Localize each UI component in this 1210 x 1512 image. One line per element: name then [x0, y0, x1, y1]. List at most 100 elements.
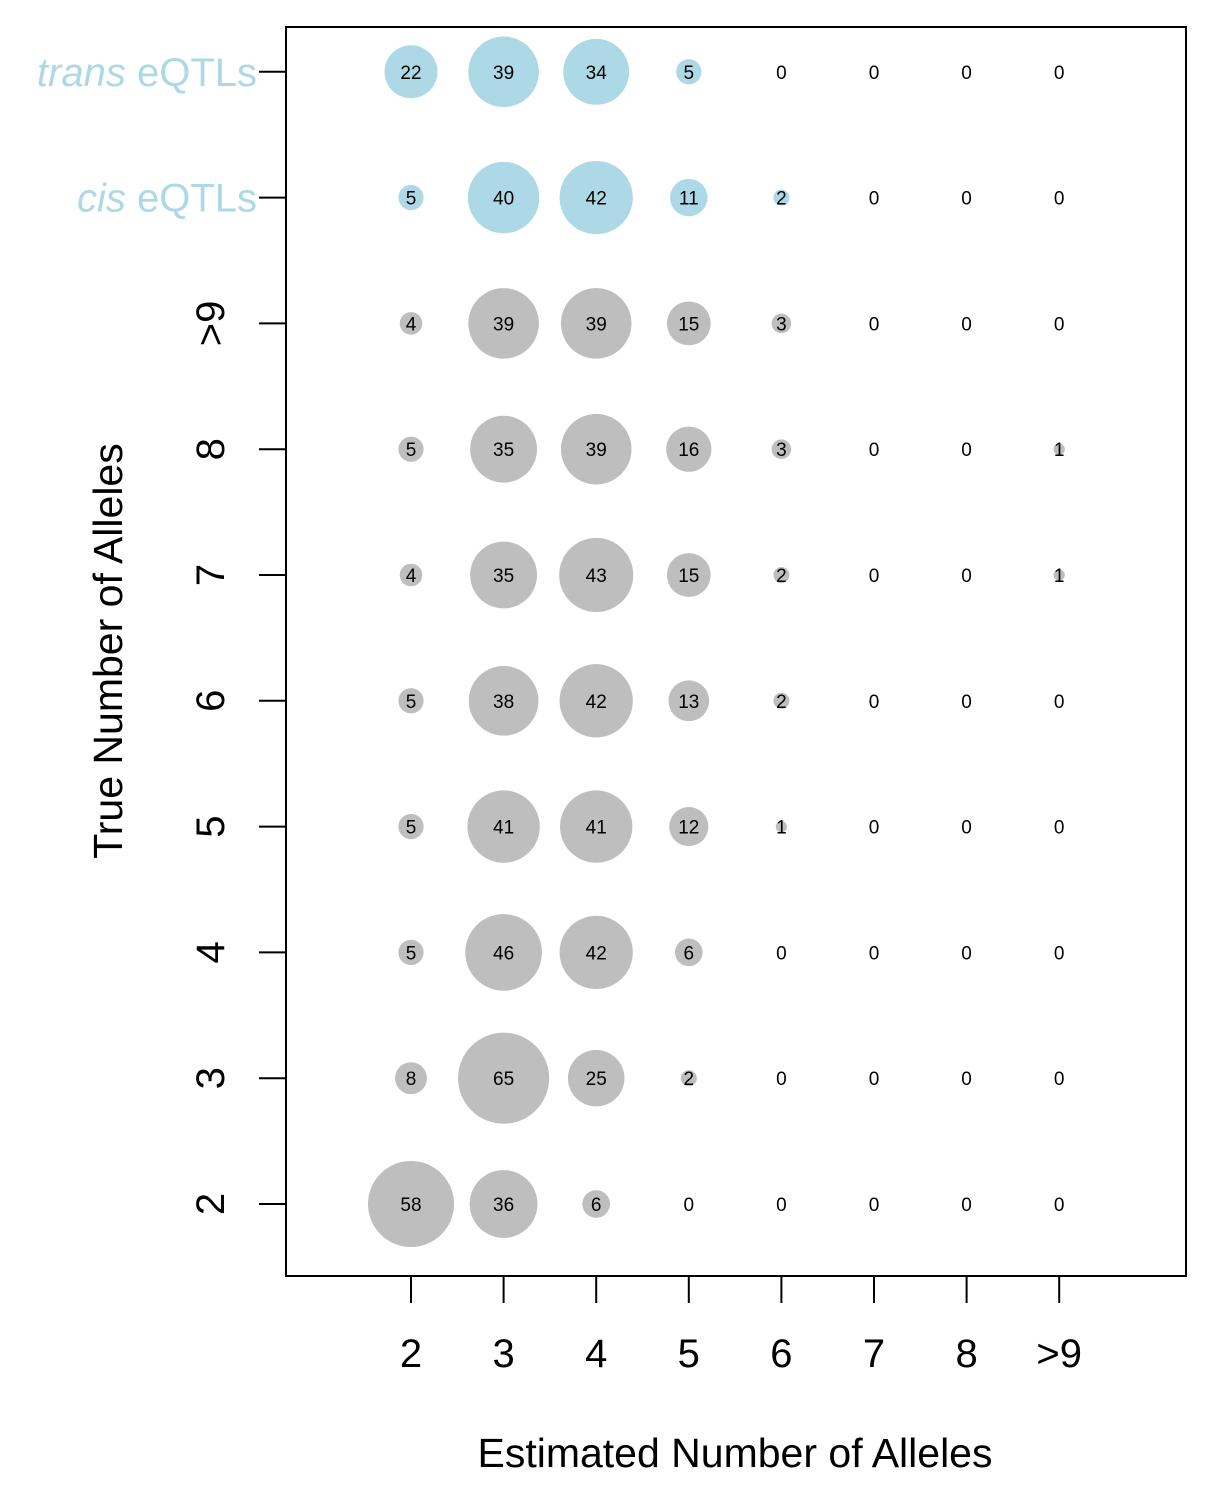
bubble-layer [367, 36, 1065, 1248]
bubble-4-1 [398, 813, 424, 840]
x-tick-label: 2 [400, 1332, 422, 1376]
bubble-value-label: 65 [493, 1069, 514, 1090]
bubble-value-label: 11 [679, 189, 699, 210]
bubble-10-2 [468, 36, 539, 108]
bubble-9-3 [559, 160, 633, 235]
y-tick-label: >9 [189, 301, 233, 347]
bubble-2-1 [395, 1062, 427, 1095]
y-tick-label: 2 [189, 1193, 233, 1215]
bubble-value-label: 41 [586, 818, 607, 839]
bubble-7-1 [398, 436, 424, 462]
bubble-value-label: 0 [869, 440, 880, 461]
bubble-value-label: 1 [776, 818, 787, 839]
bubble-7-3 [560, 413, 632, 485]
x-axis-title: Estimated Number of Alleles [477, 1430, 992, 1476]
bubble-value-label: 22 [400, 63, 421, 84]
bubble-8-4 [666, 301, 711, 346]
bubble-value-label: 0 [776, 1069, 787, 1090]
bubble-9-5 [773, 189, 790, 206]
bubble-value-label: 3 [776, 440, 787, 461]
bubble-value-label: 2 [684, 1069, 695, 1090]
bubble-value-label: 5 [684, 63, 695, 84]
bubble-7-8 [1053, 443, 1065, 455]
bubble-2-3 [567, 1049, 625, 1107]
bubble-value-label: 0 [961, 314, 972, 335]
bubble-value-label: 1 [1054, 440, 1065, 461]
y-tick-label-rest: eQTLs [126, 177, 257, 221]
y-tick-label: cis eQTLs [77, 177, 257, 221]
bubble-value-label: 39 [493, 63, 514, 84]
bubble-value-label: 0 [776, 1195, 787, 1216]
bubble-value-label: 41 [493, 818, 514, 839]
bubble-value-label: 5 [406, 818, 417, 839]
bubble-value-label: 0 [684, 1195, 695, 1216]
bubble-value-label: 15 [678, 566, 699, 587]
bubble-4-2 [467, 790, 540, 863]
bubble-7-5 [771, 439, 792, 459]
bubble-value-label: 5 [406, 692, 417, 713]
bubble-6-8 [1053, 569, 1065, 581]
bubble-value-label: 2 [776, 189, 787, 210]
bubble-10-3 [563, 38, 630, 105]
bubble-value-label: 0 [1054, 1069, 1065, 1090]
bubble-value-label: 0 [1054, 63, 1065, 84]
value-label-layer: 58 36 6 0 0 0 0 08 65 25 2 0 0 0 05 46 42 6 0 0 0 05 41 41 12 1 0 0… [400, 63, 1064, 1216]
bubble-value-label: 3 [776, 314, 787, 335]
bubble-5-1 [398, 688, 424, 714]
bubble-3-3 [559, 915, 633, 990]
bubble-8-1 [399, 312, 423, 335]
bubble-6-5 [773, 567, 790, 583]
bubble-9-2 [467, 161, 540, 234]
bubble-value-label: 0 [869, 566, 880, 587]
bubble-value-label: 0 [961, 943, 972, 964]
bubble-value-label: 4 [406, 314, 417, 335]
bubble-10-1 [384, 45, 438, 99]
bubble-value-label: 2 [776, 566, 787, 587]
x-tick-label: 8 [955, 1332, 977, 1376]
bubble-5-4 [668, 680, 710, 722]
bubble-5-5 [773, 692, 790, 709]
bubble-value-label: 0 [961, 63, 972, 84]
bubble-8-2 [468, 288, 539, 359]
bubble-8-3 [560, 288, 632, 359]
bubble-value-label: 39 [586, 314, 607, 335]
bubble-6-4 [666, 553, 711, 597]
bubble-4-5 [775, 820, 788, 833]
plot-frame [285, 26, 1187, 1277]
bubble-value-label: 0 [869, 1195, 880, 1216]
bubble-value-label: 46 [493, 943, 514, 964]
bubble-value-label: 35 [493, 566, 514, 587]
x-tick-label: 3 [492, 1332, 514, 1376]
bubble-value-label: 0 [869, 314, 880, 335]
bubble-value-label: 34 [586, 63, 608, 84]
bubble-value-label: 15 [678, 314, 699, 335]
y-tick-label-italic-part: trans [37, 51, 126, 95]
bubble-value-label: 42 [586, 692, 607, 713]
bubble-2-4 [680, 1070, 697, 1087]
bubble-5-3 [559, 664, 633, 738]
x-axis: 2 3 4 5 6 7 8 >9 [400, 1276, 1082, 1376]
bubble-value-label: 6 [684, 943, 695, 964]
bubble-value-label: 5 [406, 943, 417, 964]
x-tick-label: 6 [770, 1332, 792, 1376]
bubble-value-label: 0 [1054, 1195, 1065, 1216]
bubble-6-3 [559, 537, 634, 613]
bubble-3-4 [674, 938, 703, 967]
bubble-value-label: 39 [493, 314, 514, 335]
y-tick-label: 5 [189, 815, 233, 837]
bubble-value-label: 0 [1054, 692, 1065, 713]
bubble-value-label: 0 [961, 1069, 972, 1090]
bubble-8-5 [771, 313, 792, 334]
bubble-value-label: 5 [406, 189, 417, 210]
bubble-6-1 [399, 563, 423, 587]
bubble-4-4 [669, 807, 709, 847]
bubble-value-label: 43 [586, 566, 607, 587]
bubble-2-2 [458, 1032, 550, 1124]
bubble-5-2 [468, 665, 539, 736]
bubble-value-label: 58 [400, 1195, 421, 1216]
bubble-9-4 [670, 178, 708, 217]
bubble-value-label: 0 [776, 943, 787, 964]
x-tick-label: 5 [678, 1332, 700, 1376]
y-tick-label: trans eQTLs [37, 51, 257, 95]
